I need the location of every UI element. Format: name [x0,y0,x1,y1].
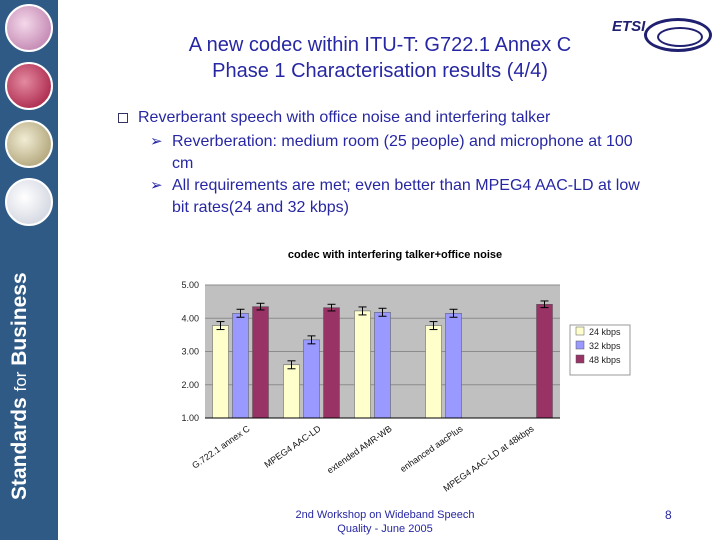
legend-label: 24 kbps [589,327,621,337]
bar [303,339,320,419]
main-bullet-text: Reverberant speech with office noise and… [138,109,551,126]
globe-orb-icon [5,120,53,168]
legend-swatch [575,326,585,336]
brand-business: Business [8,272,31,366]
etsi-globe-icon [644,18,712,52]
checkbox-bullet-icon [118,113,128,123]
bar [212,325,229,419]
bar [445,313,462,419]
bar [354,310,371,419]
brand-for: for [11,371,30,392]
y-tick-label: 2.00 [181,380,199,390]
title-line-2: Phase 1 Characterisation results (4/4) [212,60,548,82]
sub-bullet-text: Reverberation: medium room (25 people) a… [172,133,633,172]
bullet-list: Reverberant speech with office noise and… [118,107,658,219]
arrow-bullet-icon: ➢ [150,177,163,194]
bar [323,307,340,419]
bar [232,313,249,419]
chart-svg: codec with interfering talker+office noi… [181,249,631,494]
bar [252,306,269,419]
page-number: 8 [665,508,672,522]
etsi-logo-text: ETSI [612,18,646,35]
bar [425,325,442,419]
title-line-1: A new codec within ITU-T: G722.1 Annex C [188,34,572,56]
arrow-bullet-icon: ➢ [150,133,163,150]
sub-bullet: ➢ Reverberation: medium room (25 people)… [150,131,658,175]
y-tick-label: 5.00 [181,280,199,290]
main-bullet: Reverberant speech with office noise and… [118,107,658,129]
legend-swatch [575,354,585,364]
chart-title: codec with interfering talker+office noi… [288,249,502,261]
y-tick-label: 1.00 [181,413,199,423]
bar-chart: codec with interfering talker+office noi… [150,240,640,510]
sub-bullet-text: All requirements are met; even better th… [172,177,640,216]
footer-line-1: 2nd Workshop on Wideband Speech [295,509,475,521]
footer-line-2: Quality - June 2005 [337,523,433,535]
sidebar-brand-text: Standards for Business [8,260,32,500]
globe-orb-icon [5,178,53,226]
y-tick-label: 3.00 [181,347,199,357]
brand-standards: Standards [8,397,31,500]
x-category-label: G.722.1 annex C [190,423,252,471]
legend-label: 32 kbps [589,341,621,351]
globe-orb-icon [5,62,53,110]
globe-orb-icon [5,4,53,52]
legend-label: 48 kbps [589,355,621,365]
slide-title: A new codec within ITU-T: G722.1 Annex C… [120,32,640,84]
footer: 2nd Workshop on Wideband Speech Quality … [260,508,510,536]
sub-bullet: ➢ All requirements are met; even better … [150,175,658,219]
sidebar: Standards for Business [0,0,58,540]
x-category-label: MPEG4 AAC-LD [262,423,323,470]
bar [374,312,391,419]
y-tick-label: 4.00 [181,313,199,323]
legend-swatch [575,340,585,350]
bar [536,304,553,419]
etsi-logo: ETSI [612,18,714,52]
x-category-label: extended AMR-WB [325,423,393,475]
bar [283,364,300,419]
x-category-label: enhanced aacPlus [398,423,465,474]
